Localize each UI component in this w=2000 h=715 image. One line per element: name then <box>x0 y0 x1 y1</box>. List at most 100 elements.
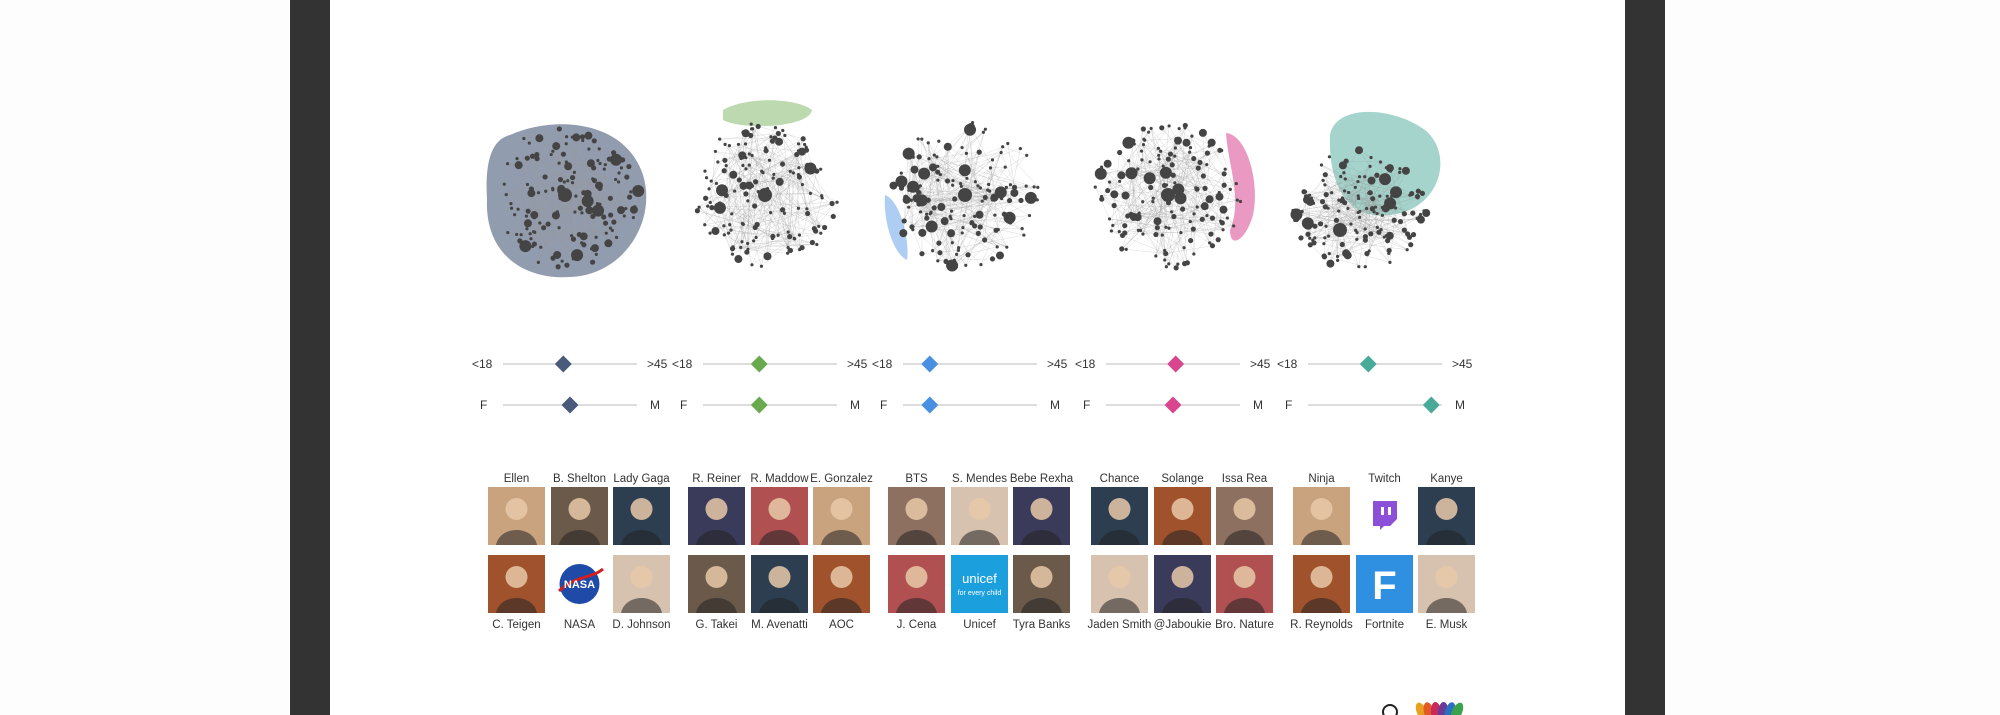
account-tile[interactable]: B. Shelton <box>551 473 608 545</box>
account-tile[interactable]: BTS <box>888 473 945 545</box>
account-tile[interactable]: R. Reynolds <box>1290 555 1353 631</box>
network-node <box>1238 199 1243 204</box>
network-node <box>610 153 623 166</box>
account-tile[interactable]: Unicef unicef for every child <box>951 555 1008 631</box>
network-node <box>730 252 735 256</box>
network-node <box>1180 206 1186 212</box>
network-node <box>1136 228 1141 232</box>
network-node <box>982 237 988 243</box>
network-node <box>1173 181 1177 185</box>
network-hub-node <box>958 188 972 202</box>
network-node <box>551 211 560 220</box>
network-node <box>959 181 963 186</box>
account-tile[interactable]: Solange <box>1154 473 1211 545</box>
network-node <box>604 231 608 235</box>
network-node <box>1217 190 1221 195</box>
avatar-icon <box>896 498 937 545</box>
account-tile[interactable]: D. Johnson <box>612 555 671 631</box>
account-name: E. Musk <box>1426 619 1468 631</box>
network-node <box>1161 164 1165 168</box>
network-node <box>590 244 599 253</box>
account-tile[interactable]: R. Reiner <box>688 473 745 545</box>
gender-min-label: F <box>480 398 487 412</box>
network-node <box>954 252 959 256</box>
account-tile[interactable]: E. Musk <box>1418 555 1475 631</box>
network-node <box>994 190 998 195</box>
dark-frame-left <box>290 0 330 715</box>
network-node <box>1234 181 1238 186</box>
network-node <box>1397 218 1404 225</box>
account-tile[interactable]: J. Cena <box>888 555 945 631</box>
network-node <box>1022 233 1026 237</box>
network-node <box>524 214 528 218</box>
network-node <box>1326 259 1335 268</box>
network-node <box>529 153 536 159</box>
account-tile[interactable]: Ninja <box>1293 473 1350 545</box>
network-node <box>1356 210 1360 215</box>
network-node <box>718 201 722 205</box>
network-node <box>1209 215 1216 221</box>
network-node <box>978 186 982 190</box>
network-node <box>721 168 727 174</box>
network-node <box>1369 155 1373 160</box>
network-node <box>555 210 559 214</box>
account-tile[interactable]: G. Takei <box>688 555 745 631</box>
unicef-tagline: for every child <box>958 590 1002 597</box>
network-node <box>591 177 598 184</box>
network-node <box>1220 148 1224 153</box>
network-node <box>506 230 510 235</box>
account-tile[interactable]: Bro. Nature <box>1215 555 1274 631</box>
network-node <box>988 166 993 170</box>
account-tile[interactable]: @Jaboukie <box>1154 555 1212 631</box>
account-tile[interactable]: Lady Gaga <box>613 473 670 545</box>
network-node <box>1117 149 1123 156</box>
network-node <box>1326 206 1330 210</box>
network-node <box>595 201 599 206</box>
network-node <box>1378 194 1382 198</box>
network-node <box>990 198 995 202</box>
account-tile[interactable]: R. Maddow <box>750 473 809 545</box>
account-tile[interactable]: AOC <box>813 555 870 631</box>
account-tile[interactable]: E. Gonzalez <box>810 473 873 545</box>
network-node <box>622 214 626 218</box>
account-tile[interactable]: Twitch <box>1356 473 1413 545</box>
network-node <box>1190 134 1194 138</box>
account-tile[interactable]: S. Mendes <box>951 473 1008 545</box>
network-node <box>783 133 787 138</box>
network-node <box>1369 206 1375 212</box>
network-node <box>995 251 1004 260</box>
account-tile[interactable]: Tyra Banks <box>1013 555 1071 631</box>
network-node <box>1134 170 1138 174</box>
network-node <box>1130 168 1134 172</box>
network-node <box>1368 231 1374 237</box>
account-tile[interactable]: NASA NASA <box>551 555 608 631</box>
account-tile[interactable]: Ellen <box>488 473 545 545</box>
network-node <box>1309 196 1314 200</box>
network-node <box>711 227 720 236</box>
network-node <box>1321 178 1325 182</box>
network-node <box>1117 171 1126 180</box>
network-node <box>1173 265 1179 271</box>
account-tile[interactable]: Fortnite F <box>1356 555 1413 631</box>
network-node <box>1321 254 1328 260</box>
network-node <box>976 149 982 155</box>
network-hub-node <box>558 188 572 202</box>
account-tile[interactable]: Kanye <box>1418 473 1475 545</box>
network-node <box>1137 211 1141 215</box>
account-tile[interactable]: Issa Rea <box>1216 473 1273 545</box>
account-tile[interactable]: Bebe Rexha <box>1010 473 1074 545</box>
network-node <box>713 201 726 214</box>
network-node <box>1342 189 1347 193</box>
network-node <box>747 163 751 167</box>
account-tile[interactable]: Jaden Smith <box>1088 555 1152 631</box>
network-node <box>534 156 540 162</box>
avatar-icon <box>1301 498 1342 545</box>
network-node <box>513 213 517 217</box>
network-node <box>706 204 710 208</box>
account-tile[interactable]: C. Teigen <box>488 555 545 631</box>
network-node <box>734 255 743 264</box>
network-node <box>704 176 709 180</box>
account-tile[interactable]: Chance <box>1091 473 1148 545</box>
network-node <box>1177 126 1181 131</box>
account-tile[interactable]: M. Avenatti <box>751 555 808 631</box>
